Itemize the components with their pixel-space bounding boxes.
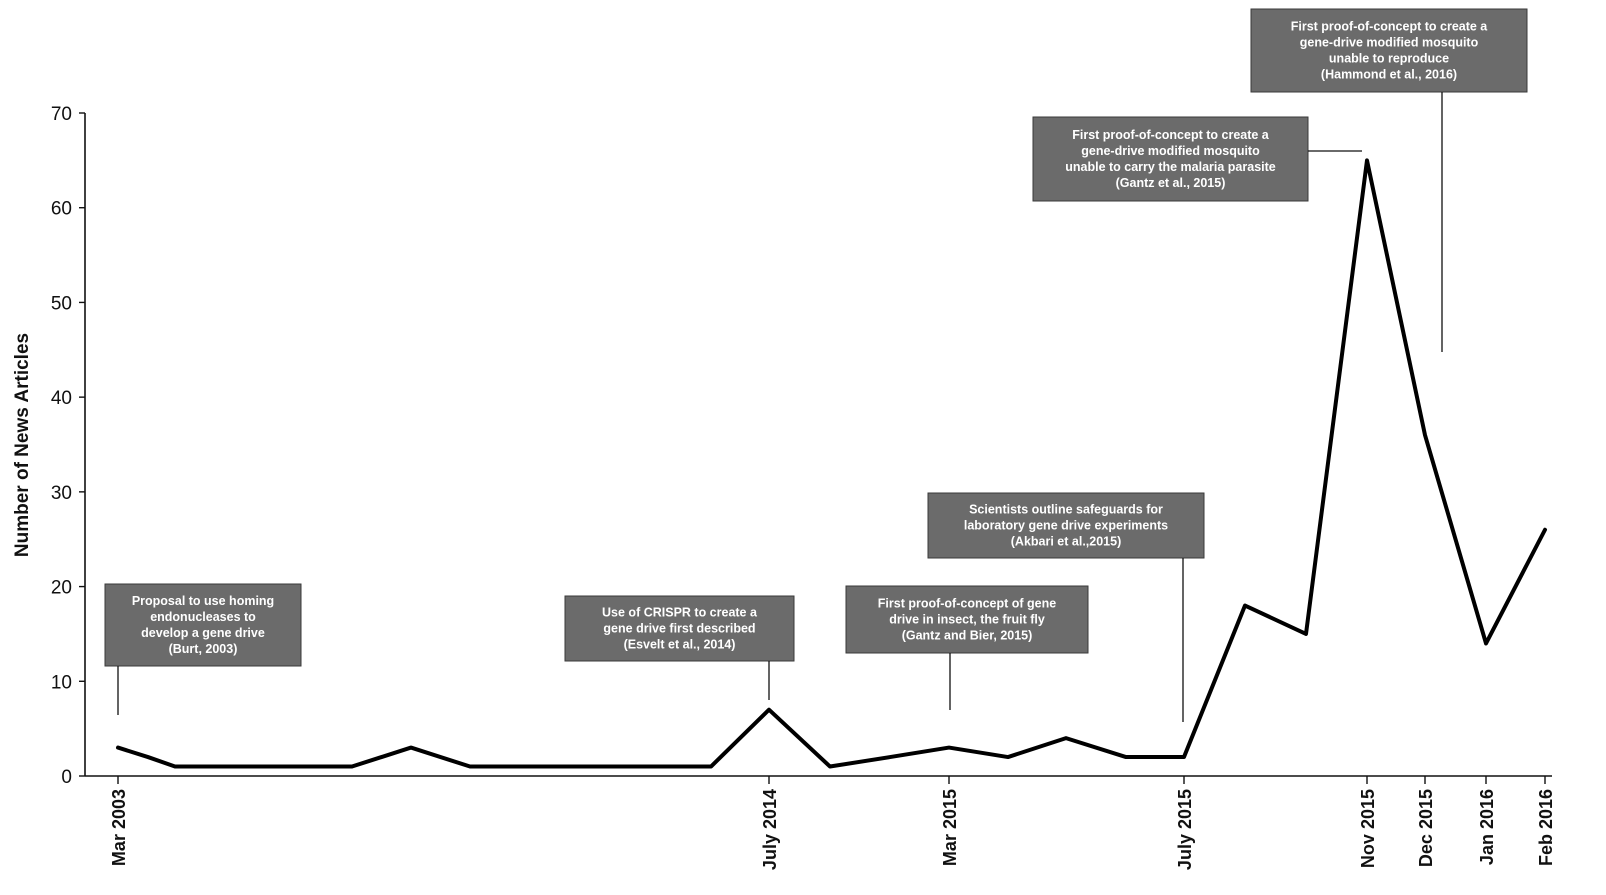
x-tick-label: July 2015: [1175, 789, 1195, 870]
x-tick-label: Mar 2015: [940, 789, 960, 866]
series-line-layer: [116, 158, 1547, 769]
annotation-text-line: (Hammond et al., 2016): [1321, 68, 1457, 82]
series-line: [116, 158, 1547, 769]
annotation-text-line: First proof-of-concept of gene: [878, 597, 1057, 611]
y-tick-label: 10: [51, 672, 72, 693]
annotation-text-line: Scientists outline safeguards for: [969, 503, 1163, 517]
annotation-text-line: First proof-of-concept to create a: [1072, 128, 1270, 142]
annotation-text-line: Use of CRISPR to create a: [602, 606, 758, 620]
annotation: Proposal to use homing endonucleases to de…: [104, 583, 302, 715]
x-tick-label: Jan 2016: [1477, 789, 1497, 865]
annotation-box: [1032, 116, 1309, 202]
x-tick-label: Mar 2003: [109, 789, 129, 866]
annotation-text-line: (Burt, 2003): [169, 642, 238, 656]
x-tick-label: July 2014: [760, 789, 780, 870]
x-tick-label: Feb 2016: [1536, 789, 1556, 866]
annotation-box: [564, 595, 795, 662]
annotation-box: [1250, 8, 1528, 93]
annotation-text-line: unable to carry the malaria parasite: [1065, 160, 1276, 174]
annotation: Use of CRISPR to create a gene drive firs…: [564, 595, 795, 700]
annotation-box: [927, 492, 1205, 559]
annotation: First proof-of-concept to create a gene-d…: [1032, 116, 1362, 202]
y-tick-label: 60: [51, 199, 72, 220]
annotation-box: [845, 585, 1089, 654]
annotation: Scientists outline safeguards for laborat…: [927, 492, 1205, 722]
annotations-layer: Proposal to use homing endonucleases to de…: [104, 8, 1528, 722]
annotation: First proof-of-concept to create a gene-d…: [1250, 8, 1528, 352]
y-tick-label: 70: [51, 104, 72, 125]
annotation-text-line: develop a gene drive: [141, 626, 265, 640]
annotation-text-line: endonucleases to: [150, 610, 256, 624]
annotation-text-line: gene-drive modified mosquito: [1300, 36, 1479, 50]
annotation-text-line: First proof-of-concept to create a: [1291, 20, 1489, 34]
x-tick-label: Dec 2015: [1416, 789, 1436, 867]
annotation-text-line: laboratory gene drive experiments: [964, 519, 1168, 533]
annotation: First proof-of-concept of gene drive in i…: [845, 585, 1089, 710]
annotation-box: [104, 583, 302, 667]
y-axis-label: Number of News Articles: [12, 333, 33, 557]
annotation-text-line: unable to reproduce: [1329, 52, 1449, 66]
annotation-text-line: (Gantz and Bier, 2015): [902, 629, 1033, 643]
annotation-text-line: (Akbari et al.,2015): [1011, 535, 1121, 549]
y-tick-label: 0: [61, 767, 72, 788]
x-tick-label: Nov 2015: [1358, 789, 1378, 868]
y-tick-label: 50: [51, 293, 72, 314]
annotation-text-line: drive in insect, the fruit fly: [889, 613, 1045, 627]
axes: 0 10 20 30 40 50 60 70 Mar 2003 July 2014 Mar 2015…: [51, 104, 1556, 870]
annotation-text-line: (Gantz et al., 2015): [1116, 176, 1226, 190]
y-tick-label: 30: [51, 483, 72, 504]
annotation-text-line: Proposal to use homing: [132, 594, 274, 608]
annotation-text-line: (Esvelt et al., 2014): [624, 638, 736, 652]
y-tick-label: 20: [51, 578, 72, 599]
y-tick-label: 40: [51, 388, 72, 409]
annotation-text-line: gene drive first described: [603, 622, 755, 636]
annotation-text-line: gene-drive modified mosquito: [1081, 144, 1260, 158]
